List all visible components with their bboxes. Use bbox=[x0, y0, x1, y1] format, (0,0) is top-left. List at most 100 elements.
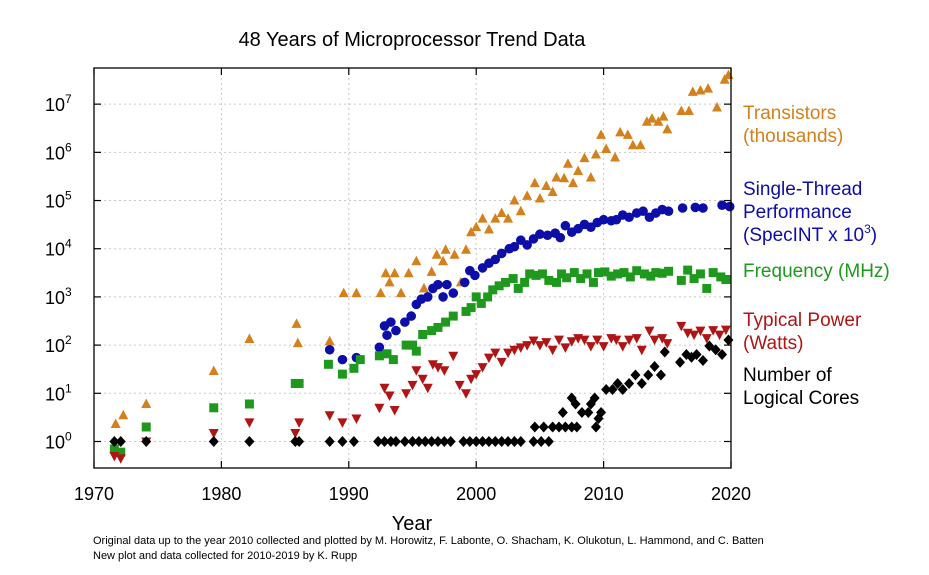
frequency-point bbox=[594, 268, 604, 278]
cores-point bbox=[583, 406, 594, 418]
power-point bbox=[598, 342, 609, 352]
transistor-point bbox=[610, 152, 621, 162]
power-point bbox=[496, 357, 507, 368]
performance-point bbox=[663, 206, 674, 217]
series-single-thread bbox=[324, 200, 735, 365]
power-point bbox=[592, 335, 603, 346]
power-point bbox=[554, 335, 565, 346]
performance-point bbox=[391, 325, 401, 336]
x-tick-label-1980: 1980 bbox=[201, 484, 241, 504]
power-point bbox=[585, 342, 596, 352]
frequency-point bbox=[576, 274, 586, 284]
y-tick-label-3: 103 bbox=[45, 285, 72, 308]
power-point bbox=[379, 383, 390, 394]
frequency-point bbox=[708, 268, 718, 278]
transistor-point bbox=[426, 266, 437, 276]
frequency-point bbox=[689, 274, 699, 284]
cores-point bbox=[515, 435, 526, 447]
cores-point bbox=[590, 421, 601, 433]
cores-point bbox=[571, 421, 582, 433]
series-cores bbox=[109, 334, 734, 447]
frequency-point bbox=[441, 317, 451, 327]
performance-point bbox=[542, 230, 553, 241]
frequency-point bbox=[606, 271, 616, 281]
power-point bbox=[384, 391, 395, 402]
power-point bbox=[636, 345, 647, 356]
cores-point bbox=[710, 344, 721, 356]
x-tick-label-2000: 2000 bbox=[456, 484, 496, 504]
power-point bbox=[689, 330, 700, 341]
cores-point bbox=[601, 383, 612, 395]
y-tick-label-0: 100 bbox=[45, 429, 72, 452]
transistor-point bbox=[141, 398, 152, 408]
power-point bbox=[483, 353, 494, 364]
cores-point bbox=[697, 354, 708, 366]
power-point bbox=[401, 389, 412, 399]
power-point bbox=[624, 335, 635, 346]
performance-point bbox=[624, 212, 634, 223]
cores-point bbox=[109, 435, 120, 447]
y-tick-label-2: 102 bbox=[45, 333, 72, 356]
transistor-point bbox=[208, 365, 219, 376]
transistor-point bbox=[403, 267, 414, 278]
performance-point bbox=[690, 202, 701, 213]
transistor-point bbox=[515, 205, 526, 216]
legend-single-thread-line-1: Single-Thread bbox=[743, 179, 862, 200]
cores-point bbox=[607, 383, 618, 395]
frequency-point bbox=[683, 265, 693, 275]
frequency-point bbox=[374, 351, 384, 361]
transistor-point bbox=[471, 221, 482, 232]
axis-ticks: 1970 1980 1990 2000 2010 2020 100 101 102 103 104 1… bbox=[45, 68, 751, 504]
cores-point bbox=[655, 369, 666, 381]
cores-point bbox=[717, 348, 728, 360]
credits-line-1: Original data up to the year 2010 collec… bbox=[93, 535, 764, 547]
power-point bbox=[461, 389, 472, 399]
frequency-point bbox=[664, 266, 674, 276]
cores-point bbox=[141, 435, 152, 447]
frequency-point bbox=[382, 349, 392, 359]
cores-point bbox=[115, 435, 126, 447]
frequency-point bbox=[721, 274, 731, 284]
frequency-point bbox=[525, 269, 535, 279]
legend-frequency-line-1: Frequency (MHz) bbox=[743, 261, 890, 282]
cores-point bbox=[390, 435, 401, 447]
frequency-point bbox=[488, 285, 498, 295]
frequency-point bbox=[551, 277, 561, 287]
power-point bbox=[490, 348, 501, 359]
y-tick-label-5: 105 bbox=[45, 189, 72, 212]
chart: 48 Years of Microprocessor Trend Data 19… bbox=[45, 29, 890, 535]
cores-point bbox=[509, 435, 520, 447]
series-frequency bbox=[109, 265, 731, 457]
frequency-point bbox=[702, 283, 712, 293]
credits: Original data up to the year 2010 collec… bbox=[93, 534, 764, 564]
transistor-point bbox=[522, 190, 533, 200]
frequency-point bbox=[483, 292, 493, 302]
legend-transistors: Transistors(thousands) bbox=[743, 103, 843, 147]
cores-point bbox=[471, 435, 482, 447]
transistor-point bbox=[384, 276, 395, 287]
transistor-point bbox=[647, 113, 658, 123]
transistor-point bbox=[711, 102, 722, 112]
frequency-point bbox=[427, 326, 437, 336]
transistor-point bbox=[418, 282, 429, 293]
cores-point bbox=[589, 392, 600, 404]
power-point bbox=[290, 429, 301, 439]
transistor-point bbox=[449, 249, 460, 259]
cores-point bbox=[477, 435, 488, 447]
x-tick-label-2010: 2010 bbox=[584, 484, 624, 504]
frequency-point bbox=[520, 277, 530, 287]
performance-point bbox=[560, 220, 571, 231]
performance-point bbox=[496, 248, 507, 259]
frequency-point bbox=[632, 266, 642, 276]
cores-point bbox=[636, 377, 647, 389]
power-point bbox=[448, 351, 459, 362]
transistor-point bbox=[244, 333, 255, 343]
cores-point bbox=[659, 346, 670, 358]
performance-point bbox=[535, 229, 545, 240]
frequency-point bbox=[569, 268, 579, 278]
power-point bbox=[534, 341, 545, 351]
performance-point bbox=[438, 292, 448, 302]
frequency-point bbox=[531, 270, 541, 280]
transistor-point bbox=[653, 116, 664, 126]
series-power bbox=[109, 321, 731, 464]
